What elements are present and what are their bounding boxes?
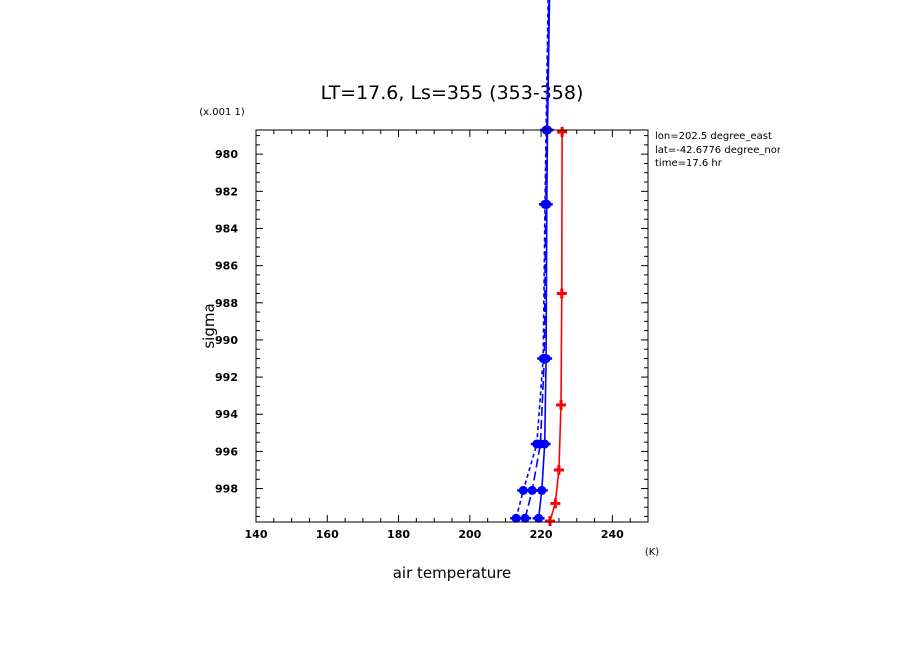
- plot-frame: [255, 129, 649, 523]
- y-tick-label: 986: [215, 260, 238, 273]
- y-tick-label: 992: [215, 371, 238, 384]
- axes: 140 160 180 200 220 240 980 982 984 986 988 990 992 9…: [215, 130, 649, 541]
- info-lat: lat=-42.6776 degree_north: [655, 145, 791, 156]
- chart-title: LT=17.6, Ls=355 (353-358): [321, 82, 584, 104]
- x-axis-label: air temperature: [393, 564, 512, 582]
- info-time: time=17.6 hr: [655, 158, 723, 169]
- info-lon: lon=202.5 degree_east: [655, 131, 772, 142]
- x-tick-label: 140: [245, 528, 268, 541]
- y-tick-label: 996: [215, 445, 238, 458]
- x-tick-label: 220: [530, 528, 553, 541]
- series-line-0: [549, 131, 563, 522]
- y-tick-label: 990: [215, 334, 238, 347]
- y-tick-label: 984: [215, 222, 238, 235]
- y-tick-label: 994: [215, 408, 238, 421]
- y-tick-label: 980: [215, 148, 238, 161]
- y-tick-label: 988: [215, 297, 238, 310]
- y-tick-label: 998: [215, 483, 238, 496]
- info-clip-mask: [780, 125, 904, 175]
- y-tick-label: 982: [215, 185, 238, 198]
- y-scale-label: (x.001 1): [199, 107, 245, 118]
- y-axis-label: sigma: [200, 303, 218, 348]
- x-tick-label: 200: [458, 528, 481, 541]
- x-unit-label: (K): [645, 547, 659, 558]
- x-tick-label: 240: [601, 528, 624, 541]
- x-tick-label: 160: [316, 528, 339, 541]
- series-group: [510, 0, 568, 527]
- info-box: lon=202.5 degree_east lat=-42.6776 degre…: [655, 131, 791, 169]
- x-tick-label: 180: [387, 528, 410, 541]
